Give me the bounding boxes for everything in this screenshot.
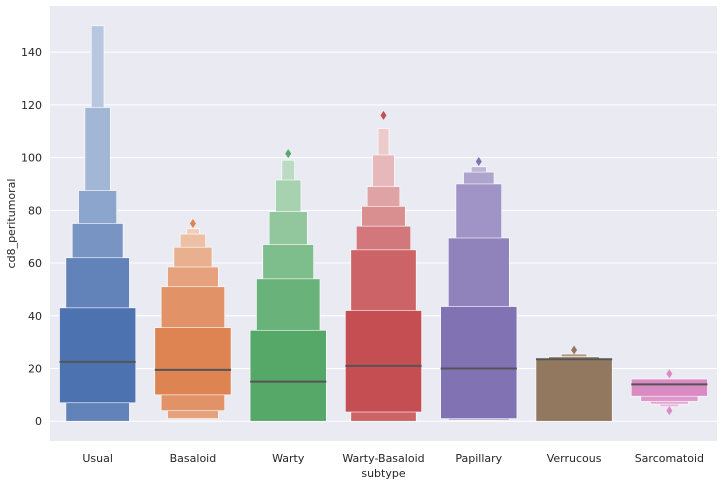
outlier-point (475, 157, 482, 167)
y-axis-title: cd8_peritumoral (5, 179, 18, 269)
box-level (249, 329, 327, 422)
x-tick-label: Sarcomatoid (635, 452, 704, 465)
outlier-point (571, 345, 578, 355)
series-verrucous (535, 345, 613, 422)
series-usual (59, 25, 137, 422)
x-tick-label: Warty-Basaloid (342, 452, 424, 465)
y-tick-label: 60 (28, 257, 42, 270)
y-axis: 0 20 40 60 80 100 120 140 (21, 46, 42, 428)
y-tick-label: 140 (21, 46, 42, 59)
y-tick-label: 100 (21, 152, 42, 165)
y-tick-label: 20 (28, 363, 42, 376)
series-sarcomatoid (630, 369, 708, 416)
series-papillary (440, 157, 518, 421)
series-basaloid (154, 219, 232, 419)
box-level (440, 306, 518, 419)
box-level (630, 378, 708, 397)
box-level (59, 307, 137, 404)
outlier-point (666, 406, 673, 416)
x-tick-label: Warty (272, 452, 305, 465)
outlier-point (380, 110, 387, 120)
outlier-point (666, 369, 673, 379)
x-tick-label: Basaloid (170, 452, 217, 465)
box-level (154, 327, 232, 396)
y-tick-label: 0 (35, 415, 42, 428)
x-tick-label: Verrucous (547, 452, 602, 465)
series-warty (249, 149, 327, 422)
series-warty-basaloid (345, 110, 422, 422)
y-tick-label: 40 (28, 310, 42, 323)
box-level (345, 310, 422, 413)
x-tick-label: Papillary (455, 452, 502, 465)
boxen-series (59, 25, 708, 422)
y-tick-label: 80 (28, 204, 42, 217)
x-axis-title: subtype (361, 467, 405, 480)
outlier-point (189, 219, 196, 228)
x-axis: Usual Basaloid Warty Warty-Basaloid Papillar… (82, 452, 704, 465)
y-tick-label: 120 (21, 99, 42, 112)
outlier-point (285, 149, 292, 159)
x-tick-label: Usual (82, 452, 113, 465)
box-level (535, 358, 613, 422)
